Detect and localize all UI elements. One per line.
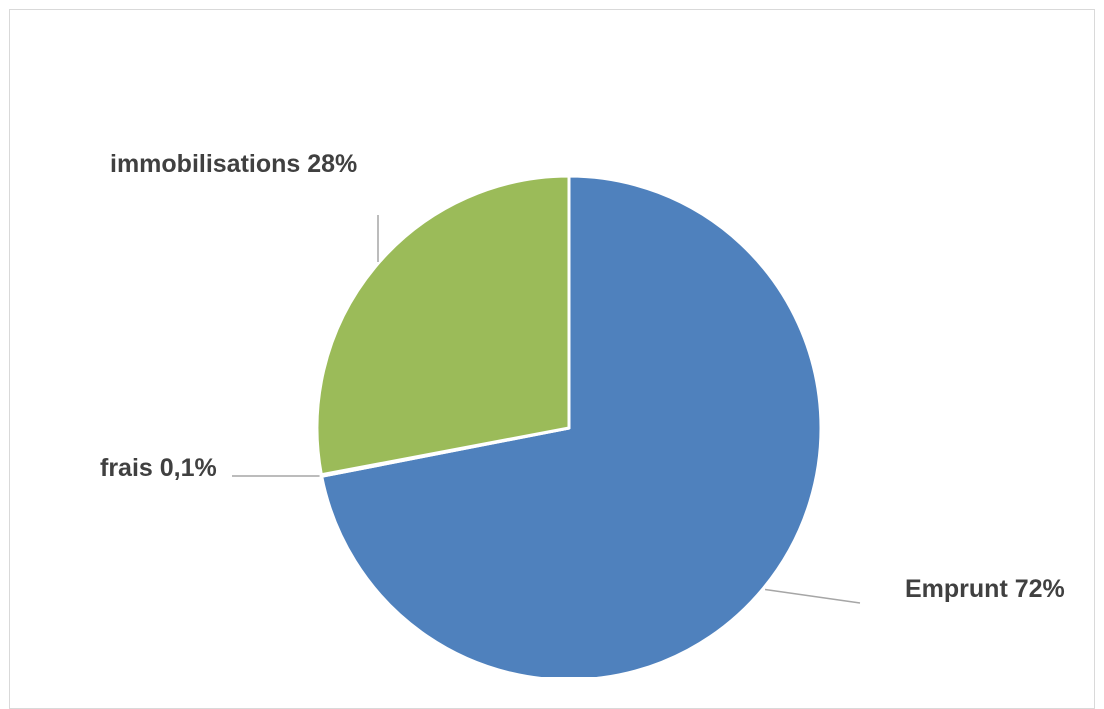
pie-chart: Emprunt 72% frais 0,1% immobilisations 2… — [0, 0, 1104, 677]
leader-line-emprunt — [765, 589, 860, 603]
data-label-emprunt: Emprunt 72% — [905, 575, 1065, 603]
data-label-immobilisations: immobilisations 28% — [110, 150, 357, 178]
pie-slices — [317, 176, 821, 677]
data-label-frais: frais 0,1% — [100, 454, 217, 482]
pie-slice-immobilisations — [317, 176, 569, 475]
